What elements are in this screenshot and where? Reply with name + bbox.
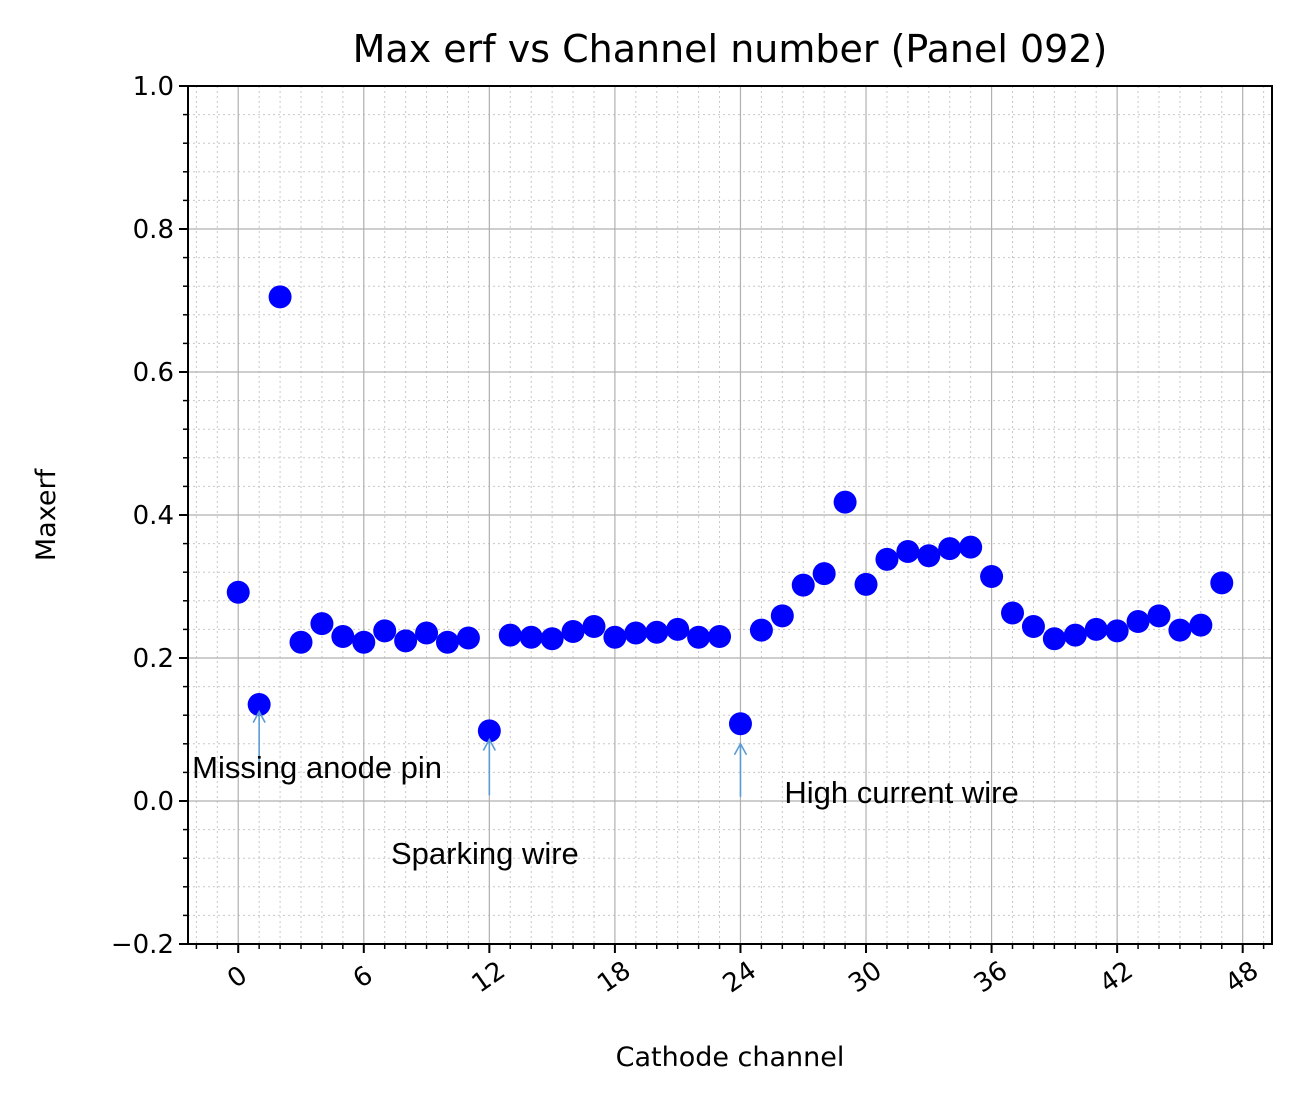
data-point [415, 621, 439, 645]
x-tick-label: 48 [1220, 956, 1264, 1000]
data-point [1042, 627, 1066, 651]
y-tick-label: −0.2 [111, 930, 174, 960]
data-point [561, 620, 585, 644]
data-point [247, 692, 271, 716]
data-point [540, 627, 564, 651]
data-point [519, 625, 543, 649]
x-tick-label: 36 [969, 956, 1013, 1000]
data-point [394, 629, 418, 653]
x-axis-label: Cathode channel [616, 1042, 845, 1073]
data-point [854, 572, 878, 596]
annotation-label: High current wire [784, 775, 1018, 810]
x-tick-label: 18 [592, 956, 636, 1000]
data-point [373, 619, 397, 643]
data-point [812, 562, 836, 586]
data-point [896, 539, 920, 563]
data-point [268, 285, 292, 309]
data-point [1001, 601, 1025, 625]
data-point [582, 615, 606, 639]
y-tick-label: 0.8 [133, 215, 174, 245]
data-point [331, 625, 355, 649]
y-axis-label: Maxerf [31, 467, 62, 561]
data-point [938, 537, 962, 561]
y-tick-label: 0.2 [133, 644, 174, 674]
data-point [666, 617, 690, 641]
data-point [624, 621, 648, 645]
data-point [959, 535, 983, 559]
x-tick-label: 42 [1094, 956, 1138, 1000]
x-tick-label: 6 [348, 960, 379, 994]
data-point [645, 620, 669, 644]
data-point [1147, 604, 1171, 628]
data-point [477, 719, 501, 743]
annotation-arrow-head [482, 737, 497, 751]
x-tick-label: 24 [718, 956, 762, 1000]
data-point [687, 625, 711, 649]
data-point [498, 623, 522, 647]
data-point [435, 630, 459, 654]
chart-title: Max erf vs Channel number (Panel 092) [353, 27, 1108, 71]
major-grid [188, 85, 1272, 945]
data-points [226, 285, 1234, 743]
data-point [1189, 613, 1213, 637]
data-point [708, 625, 732, 649]
data-point [980, 564, 1004, 588]
axis-ticks: 0 6 12 18 24 30 36 42 48 −0.2 0.0 0.2 0.4 0.6 0.8 1.0 [111, 72, 1265, 1000]
data-point [728, 712, 752, 736]
annotation-label: Missing anode pin [192, 750, 442, 785]
data-point [875, 547, 899, 571]
plot-frame [187, 85, 1273, 945]
data-point [1105, 619, 1129, 643]
data-point [289, 630, 313, 654]
data-point [352, 630, 376, 654]
y-tick-label: 0.6 [133, 358, 174, 388]
data-point [310, 612, 334, 636]
data-point [917, 544, 941, 568]
y-tick-label: 0.4 [133, 501, 174, 531]
data-point [226, 580, 250, 604]
data-point [1063, 623, 1087, 647]
x-tick-label: 30 [843, 956, 887, 1000]
data-point [1021, 615, 1045, 639]
data-point [770, 604, 794, 628]
y-tick-label: 1.0 [133, 72, 174, 102]
data-point [1126, 610, 1150, 634]
x-tick-label: 12 [467, 956, 511, 1000]
data-point [833, 490, 857, 514]
data-point [749, 618, 773, 642]
x-tick-label: 0 [222, 960, 253, 994]
data-point [603, 625, 627, 649]
annotations: Missing anode pin Sparking wire High curre… [192, 750, 1019, 871]
annotation-label: Sparking wire [391, 836, 579, 871]
data-point [1168, 618, 1192, 642]
data-point [791, 573, 815, 597]
annotation-arrow-head [252, 709, 266, 724]
data-point [456, 626, 480, 650]
data-point [1210, 571, 1234, 595]
y-tick-label: 0.0 [133, 787, 174, 817]
data-point [1084, 617, 1108, 641]
annotation-arrows [252, 709, 748, 797]
annotation-arrow-head [733, 742, 748, 756]
